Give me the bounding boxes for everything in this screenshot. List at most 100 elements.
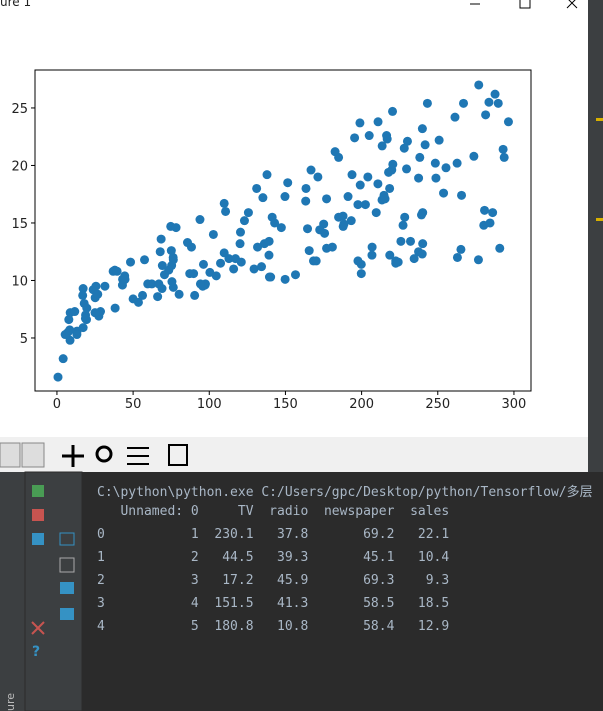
- scatter-point: [371, 208, 381, 218]
- y-tick-label: 15: [11, 217, 28, 232]
- scatter-point: [356, 269, 366, 279]
- x-tick-label: 300: [502, 397, 527, 412]
- scatter-point: [253, 242, 263, 252]
- help-icon: ?: [32, 644, 40, 660]
- console-line: 2 3 17.2 45.9 69.3 9.3: [97, 573, 450, 588]
- close-console[interactable]: [31, 621, 45, 635]
- scatter-point: [402, 136, 412, 146]
- scatter-point: [235, 227, 245, 237]
- scatter-point: [216, 258, 226, 268]
- scatter-point: [257, 262, 267, 272]
- scatter-point: [219, 198, 229, 208]
- wrap-button[interactable]: [59, 532, 75, 546]
- print-button[interactable]: [60, 582, 74, 594]
- scatter-point: [418, 239, 428, 249]
- scatter-point: [82, 303, 92, 313]
- x-tick-label: 250: [425, 397, 450, 412]
- console-line: 3 4 151.5 41.3 58.5 18.5: [97, 596, 450, 611]
- scatter-point: [452, 252, 462, 262]
- scatter-point: [182, 238, 192, 248]
- scatter-point: [190, 290, 200, 300]
- scatter-point: [221, 206, 231, 216]
- scatter-point: [235, 239, 245, 249]
- scatter-point: [80, 313, 90, 323]
- save-button[interactable]: [168, 444, 188, 466]
- scatter-point: [140, 255, 150, 265]
- scatter-point: [110, 303, 120, 313]
- scatter-point: [78, 290, 88, 300]
- rerun-button[interactable]: [32, 485, 44, 497]
- scatter-point: [138, 290, 148, 300]
- clear-button[interactable]: [60, 608, 74, 620]
- scatter-point: [490, 89, 500, 99]
- scatter-point: [422, 98, 432, 108]
- scatter-point: [311, 256, 321, 266]
- scatter-point: [252, 183, 262, 193]
- scatter-point: [355, 118, 365, 128]
- scatter-point: [264, 250, 274, 260]
- pause-button[interactable]: [32, 533, 44, 545]
- scatter-point: [488, 208, 498, 218]
- scatter-point: [322, 243, 332, 253]
- scatter-point: [416, 210, 426, 220]
- scatter-point: [167, 277, 177, 287]
- scatter-point: [157, 284, 167, 294]
- scatter-point: [283, 178, 293, 188]
- scatter-point: [267, 212, 277, 222]
- scatter-point: [65, 325, 75, 335]
- y-tick-label: 10: [11, 274, 28, 289]
- scatter-point: [157, 261, 167, 271]
- scroll-button[interactable]: [59, 557, 75, 573]
- scatter-point: [239, 216, 249, 226]
- back-button[interactable]: [0, 442, 21, 468]
- config-button[interactable]: [127, 447, 149, 465]
- zoom-button[interactable]: [95, 445, 113, 463]
- scatter-point: [208, 229, 218, 239]
- stop-button[interactable]: [32, 509, 44, 521]
- scatter-point: [78, 323, 88, 333]
- scatter-point: [503, 117, 513, 127]
- scatter-point: [459, 98, 469, 108]
- scatter-point: [301, 196, 311, 206]
- scatter-point: [439, 188, 449, 198]
- scatter-point: [409, 254, 419, 264]
- scatter-point: [64, 315, 74, 325]
- scatter-point: [306, 165, 316, 175]
- scatter-point: [290, 270, 300, 280]
- scatter-point: [230, 254, 240, 264]
- forward-button[interactable]: [21, 442, 45, 468]
- scatter-point: [280, 192, 290, 202]
- scatter-point: [70, 307, 80, 317]
- scatter-point: [373, 179, 383, 189]
- scatter-point: [353, 200, 363, 210]
- scatter-point: [347, 170, 357, 180]
- close[interactable]: [566, 0, 578, 9]
- scatter-point: [339, 219, 349, 229]
- scatter-point: [363, 172, 373, 182]
- scatter-point: [185, 269, 195, 279]
- scatter-point: [417, 249, 427, 259]
- scatter-point: [198, 259, 208, 269]
- scatter-point: [415, 152, 425, 162]
- scatter-point: [406, 236, 416, 246]
- side-gutter: [0, 472, 25, 711]
- console-line: Unnamed: 0 TV radio newspaper sales: [97, 504, 450, 519]
- scatter-point: [367, 250, 377, 260]
- scatter-point: [388, 159, 398, 169]
- scatter-point: [315, 225, 325, 235]
- maximize[interactable]: [519, 0, 531, 9]
- console-line: 4 5 180.8 10.8 58.4 12.9: [97, 619, 450, 634]
- pan-button[interactable]: [62, 445, 84, 467]
- scatter-point: [156, 234, 166, 244]
- scatter-point: [229, 264, 239, 274]
- scatter-point: [249, 264, 259, 274]
- scatter-point: [346, 216, 356, 226]
- scatter-point: [450, 112, 460, 122]
- scatter-point: [385, 250, 395, 260]
- scatter-point: [481, 110, 491, 120]
- y-tick-label: 20: [11, 159, 28, 174]
- scatter-point: [498, 144, 508, 154]
- scatter-point: [301, 183, 311, 193]
- scatter-point: [441, 163, 451, 173]
- x-tick-label: 150: [273, 397, 298, 412]
